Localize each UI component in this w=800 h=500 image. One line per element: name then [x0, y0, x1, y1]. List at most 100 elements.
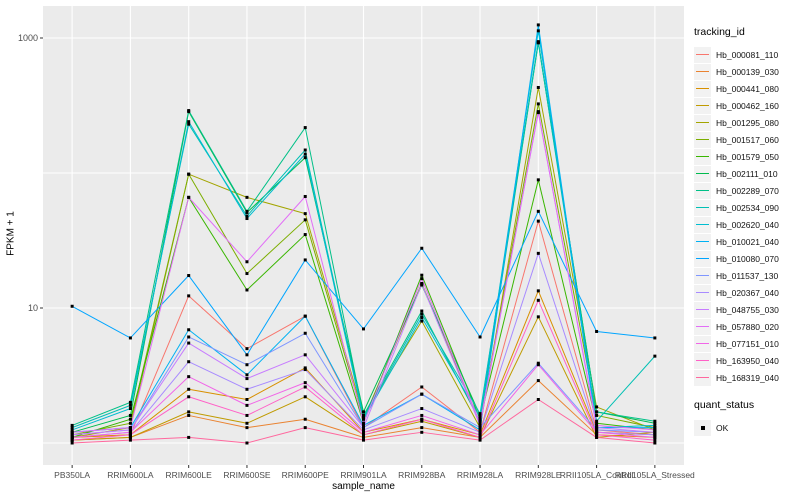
data-point: [420, 392, 424, 396]
legend-key-swatch: [694, 301, 711, 318]
data-point: [70, 304, 74, 308]
data-point: [420, 407, 424, 411]
legend-item-Hb_020367_040: Hb_020367_040: [694, 284, 800, 301]
data-point: [70, 426, 74, 430]
data-point: [536, 363, 540, 367]
data-point: [595, 426, 599, 430]
data-point: [303, 126, 307, 130]
legend-line-swatch: [696, 224, 709, 225]
data-point: [128, 413, 132, 417]
data-point: [187, 328, 191, 332]
data-point: [303, 366, 307, 370]
legend-line-swatch: [696, 241, 709, 242]
data-point: [420, 413, 424, 417]
data-point: [362, 423, 365, 427]
data-point: [536, 178, 540, 182]
data-point: [362, 438, 365, 442]
legend-item-Hb_010080_070: Hb_010080_070: [694, 250, 800, 267]
legend-key-swatch: [694, 419, 711, 436]
legend-item-Hb_002534_090: Hb_002534_090: [694, 199, 800, 216]
data-point: [128, 438, 132, 442]
legend-key-swatch: [694, 148, 711, 165]
data-point: [653, 354, 657, 358]
legend-title-tracking-id: tracking_id: [694, 26, 745, 38]
data-point: [70, 435, 74, 439]
data-point: [303, 258, 307, 262]
legend-item-Hb_001517_060: Hb_001517_060: [694, 131, 800, 148]
data-point: [478, 415, 482, 419]
legend-item-label: Hb_011537_130: [716, 270, 779, 281]
data-point: [245, 421, 249, 425]
legend-line-swatch: [696, 105, 709, 106]
data-point: [245, 398, 249, 402]
data-point: [536, 40, 540, 44]
data-point: [245, 288, 249, 292]
legend-item-Hb_163950_040: Hb_163950_040: [694, 352, 800, 369]
data-point: [245, 209, 249, 213]
data-point: [362, 413, 365, 417]
data-point: [420, 319, 424, 323]
legend-line-swatch: [696, 343, 709, 344]
legend-line-swatch: [696, 275, 709, 276]
data-point: [245, 217, 249, 221]
legend-item-Hb_011537_130: Hb_011537_130: [694, 267, 800, 284]
legend-item-label: Hb_001517_060: [716, 134, 779, 145]
legend-line-swatch: [696, 377, 709, 378]
data-point: [536, 361, 540, 365]
legend-item-Hb_001579_050: Hb_001579_050: [694, 148, 800, 165]
legend-item-label: Hb_010080_070: [716, 253, 779, 264]
data-point: [128, 435, 132, 439]
legend-item-label: Hb_000081_110: [716, 49, 779, 60]
legend-item-Hb_010021_040: Hb_010021_040: [694, 233, 800, 250]
data-point: [245, 413, 249, 417]
data-point: [420, 246, 424, 250]
legend-item-Hb_057880_020: Hb_057880_020: [694, 318, 800, 335]
data-point: [245, 426, 249, 430]
data-point: [187, 274, 191, 278]
data-point: [245, 403, 249, 407]
x-tick-label-RRIM600LA: RRIM600LA: [107, 470, 154, 480]
data-point: [478, 435, 482, 439]
legend-item-label: Hb_001295_080: [716, 117, 779, 128]
legend-item-Hb_000081_110: Hb_000081_110: [694, 46, 800, 63]
legend-key-swatch: [694, 97, 711, 114]
data-point: [595, 421, 599, 425]
legend-line-swatch: [696, 258, 709, 259]
legend-key-swatch: [694, 352, 711, 369]
legend-item-Hb_000441_080: Hb_000441_080: [694, 80, 800, 97]
data-point: [245, 214, 249, 218]
data-point: [536, 315, 540, 319]
data-point: [70, 433, 74, 437]
data-point: [187, 195, 191, 199]
x-axis-title: sample_name: [332, 481, 395, 492]
data-point: [420, 419, 424, 423]
data-point: [420, 385, 424, 389]
data-point: [536, 85, 540, 89]
data-point: [653, 441, 657, 445]
data-point: [653, 423, 657, 427]
legend-line-swatch: [696, 326, 709, 327]
legend-line-swatch: [696, 292, 709, 293]
data-point: [128, 421, 132, 425]
x-tick-label-RRIM600LE: RRIM600LE: [166, 470, 213, 480]
data-point: [303, 194, 307, 198]
data-point: [70, 428, 74, 432]
data-point: [653, 438, 657, 442]
data-point: [536, 111, 540, 115]
data-point: [653, 433, 657, 437]
data-point: [187, 294, 191, 298]
legend-key-swatch: [694, 284, 711, 301]
legend-item-Hb_048755_030: Hb_048755_030: [694, 301, 800, 318]
data-point: [595, 423, 599, 427]
data-point: [536, 219, 540, 223]
data-point: [187, 109, 191, 113]
data-point: [536, 289, 540, 293]
legend-line-swatch: [696, 360, 709, 361]
legend: tracking_id Hb_000081_110 Hb_000139_030 Hb…: [694, 26, 800, 436]
data-point: [478, 426, 482, 430]
legend-item-label: Hb_002620_040: [716, 219, 779, 230]
legend-item-Hb_000139_030: Hb_000139_030: [694, 63, 800, 80]
data-point: [245, 373, 249, 377]
data-point: [420, 312, 424, 316]
